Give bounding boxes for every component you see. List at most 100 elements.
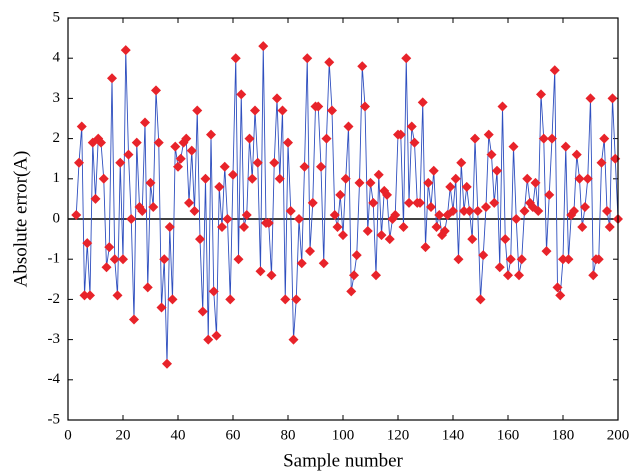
data-point bbox=[428, 165, 439, 176]
data-point bbox=[362, 226, 373, 237]
data-point bbox=[126, 214, 137, 224]
data-point bbox=[426, 201, 436, 212]
data-point bbox=[346, 286, 357, 297]
data-point bbox=[494, 262, 505, 273]
data-point bbox=[145, 177, 156, 188]
data-point bbox=[291, 294, 302, 305]
x-tick-label: 80 bbox=[281, 427, 296, 443]
data-point bbox=[332, 222, 343, 233]
data-point bbox=[109, 254, 120, 265]
x-tick-label: 160 bbox=[497, 427, 520, 443]
data-point bbox=[420, 242, 431, 253]
data-point bbox=[547, 133, 557, 144]
data-point bbox=[552, 282, 563, 293]
data-point bbox=[239, 222, 249, 233]
data-point bbox=[74, 157, 84, 168]
data-point bbox=[266, 270, 277, 281]
data-point bbox=[288, 334, 299, 345]
data-point bbox=[129, 314, 139, 325]
data-point bbox=[148, 201, 159, 212]
data-point bbox=[349, 270, 359, 281]
data-point bbox=[98, 173, 109, 184]
data-point bbox=[269, 157, 280, 168]
data-point bbox=[368, 197, 379, 208]
y-tick-label: -2 bbox=[48, 291, 61, 307]
data-point bbox=[247, 173, 258, 184]
data-point bbox=[225, 294, 236, 305]
data-point bbox=[153, 137, 164, 148]
data-point bbox=[530, 177, 541, 188]
data-point bbox=[230, 53, 241, 64]
data-point bbox=[486, 149, 497, 160]
data-point bbox=[340, 173, 351, 184]
data-point bbox=[470, 133, 480, 144]
data-point bbox=[544, 189, 555, 200]
data-point bbox=[200, 173, 211, 184]
data-point bbox=[233, 254, 244, 265]
data-point bbox=[151, 85, 161, 96]
data-point bbox=[398, 222, 409, 233]
x-tick-label: 140 bbox=[442, 427, 465, 443]
y-tick-label: 5 bbox=[53, 9, 61, 25]
data-point bbox=[593, 254, 604, 265]
data-point bbox=[467, 234, 478, 245]
data-point bbox=[431, 222, 442, 233]
data-point bbox=[214, 181, 225, 192]
data-point bbox=[217, 222, 227, 233]
data-point bbox=[159, 254, 170, 265]
data-point bbox=[450, 173, 461, 184]
data-point bbox=[184, 197, 194, 208]
data-point bbox=[329, 209, 340, 220]
data-point bbox=[82, 238, 93, 249]
data-point bbox=[503, 270, 513, 281]
data-point bbox=[140, 117, 150, 128]
data-point bbox=[475, 294, 486, 305]
data-point bbox=[162, 358, 172, 369]
data-point bbox=[131, 137, 142, 148]
data-point bbox=[197, 306, 208, 317]
data-point bbox=[76, 121, 87, 132]
data-point bbox=[511, 214, 522, 224]
data-point bbox=[277, 105, 288, 116]
data-point bbox=[514, 270, 524, 281]
data-point bbox=[313, 101, 324, 112]
data-point bbox=[280, 294, 291, 305]
data-point bbox=[123, 149, 134, 160]
data-point bbox=[541, 246, 552, 257]
y-axis-label: Absolute error(A) bbox=[10, 151, 31, 288]
data-point bbox=[483, 129, 494, 140]
data-point bbox=[376, 230, 387, 241]
data-point bbox=[142, 282, 153, 293]
data-point bbox=[580, 201, 590, 212]
data-point bbox=[354, 177, 365, 188]
data-point bbox=[406, 121, 417, 132]
data-point bbox=[505, 254, 516, 265]
data-point bbox=[316, 161, 326, 172]
data-point bbox=[222, 214, 233, 224]
data-point bbox=[137, 205, 148, 216]
data-point bbox=[563, 254, 574, 265]
data-point bbox=[164, 222, 175, 233]
data-point bbox=[96, 137, 106, 148]
data-point bbox=[371, 270, 381, 281]
data-point bbox=[186, 145, 197, 156]
data-point bbox=[208, 286, 219, 297]
data-point bbox=[461, 181, 472, 192]
data-point bbox=[558, 254, 568, 265]
data-point bbox=[90, 193, 101, 204]
x-tick-label: 180 bbox=[552, 427, 575, 443]
data-point bbox=[417, 97, 428, 108]
x-tick-label: 20 bbox=[116, 427, 131, 443]
plot-frame bbox=[67, 17, 619, 421]
y-tick-label: -4 bbox=[48, 371, 61, 387]
data-point bbox=[610, 153, 621, 164]
data-point bbox=[296, 258, 307, 269]
data-point bbox=[258, 41, 269, 52]
data-point bbox=[343, 121, 354, 132]
data-point bbox=[250, 105, 260, 116]
data-point bbox=[395, 129, 406, 140]
data-point bbox=[464, 205, 475, 216]
data-point bbox=[434, 209, 445, 220]
data-point bbox=[211, 330, 222, 341]
data-point bbox=[156, 302, 167, 313]
